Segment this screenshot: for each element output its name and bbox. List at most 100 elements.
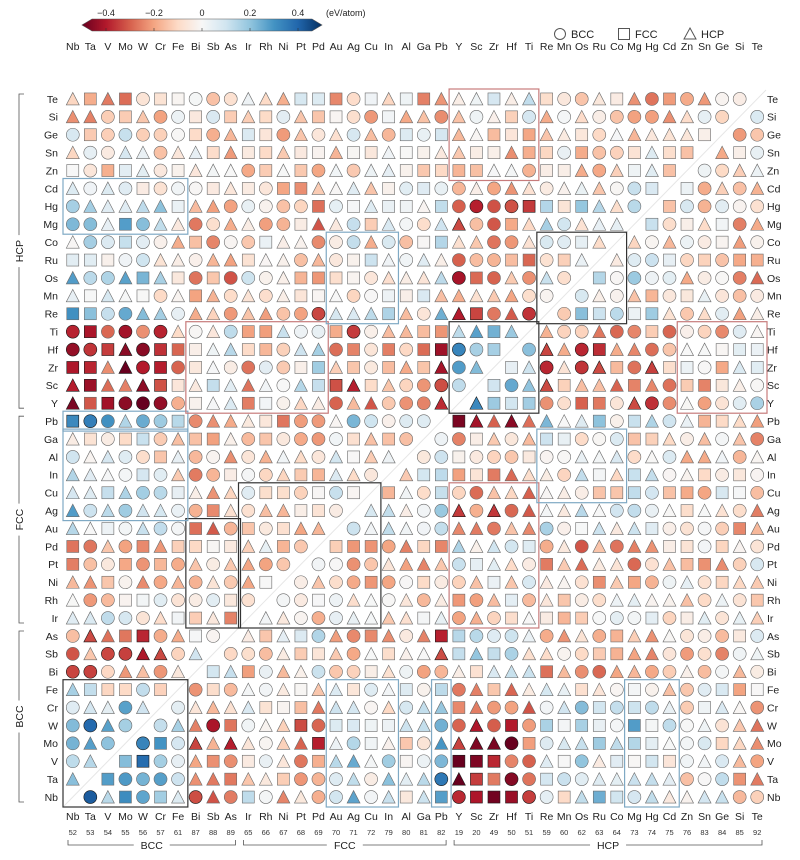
atomic-number-label: 52 [69,828,77,837]
cell-marker [381,575,396,590]
y-axis-right-label: Ti [767,326,775,338]
y-axis-right-label: Te [767,94,778,106]
cell-marker [399,342,414,357]
cell-marker [65,771,80,786]
cell-marker [750,593,764,607]
cell-marker [416,450,431,464]
cell-marker [557,719,571,732]
cell-marker [241,647,256,661]
cell-marker [65,629,80,643]
cell-marker [294,504,308,517]
cell-marker [153,181,168,196]
cell-marker [557,503,572,517]
cell-marker [118,485,133,500]
highlight-block [536,428,628,504]
cell-marker [153,163,168,178]
cell-marker [715,754,729,769]
cell-marker [575,719,589,732]
cell-marker [171,772,185,786]
cell-marker [259,521,273,536]
cell-marker [153,718,168,733]
cell-marker [311,252,326,267]
cell-marker [276,270,291,285]
x-axis-top-label: Y [455,41,462,53]
cell-marker [645,754,659,768]
x-axis-top-label: Ti [525,41,533,53]
cell-marker [223,289,238,303]
x-axis-bottom-label: Ru [593,811,607,823]
cell-marker [118,288,133,303]
cell-marker [188,771,203,786]
cell-marker [381,539,396,554]
cell-marker [715,737,729,750]
cell-marker [452,557,466,572]
cell-marker [715,486,729,500]
atomic-number-label: 61 [174,828,182,837]
x-axis-top-label: Ru [593,41,607,53]
cell-marker [399,92,413,106]
cell-marker [663,200,676,213]
cell-marker [153,646,168,661]
x-axis-bottom-label: In [384,811,393,823]
highlight-block [623,679,680,808]
cell-marker [610,289,624,303]
cell-marker [153,145,168,160]
y-axis-left-label: Al [49,452,58,464]
x-axis-bottom-label: Pb [435,811,448,823]
cell-marker [574,163,589,177]
x-axis-top-label: W [138,41,148,53]
cell-marker [223,754,238,769]
cell-marker [680,235,694,249]
cell-marker [276,664,291,679]
cell-marker [452,718,466,733]
cell-marker [83,736,98,750]
cell-marker [399,539,414,553]
cell-marker [364,289,378,303]
cell-marker [697,342,712,356]
cell-marker [469,253,484,267]
cell-marker [135,503,150,517]
y-axis-left-label: Ge [44,130,58,142]
cell-marker [399,771,414,786]
cell-marker [276,217,291,232]
cell-marker [557,145,571,160]
cell-marker [188,450,203,464]
cell-marker [188,557,203,571]
cell-marker [539,629,554,643]
cell-marker [364,540,378,553]
x-axis-bottom-label: Ta [85,811,96,823]
cell-marker [574,539,589,554]
cell-marker [171,288,186,303]
cell-marker [662,718,677,733]
cell-marker [364,199,379,213]
atomic-number-label: 51 [525,828,533,837]
cell-marker [680,253,694,267]
cell-marker [435,486,448,500]
cell-marker [65,700,80,715]
cell-marker [311,450,326,464]
cell-marker [136,289,150,303]
cell-marker [557,235,571,249]
cell-marker [470,558,483,571]
cell-marker [153,235,168,249]
cell-marker [522,396,536,410]
cell-marker [171,557,185,572]
cell-marker [574,92,589,106]
cell-marker [539,217,554,231]
cell-marker [487,683,501,696]
cell-marker [592,719,606,732]
cell-marker [697,664,712,679]
y-axis-right-label: Zr [767,362,777,374]
cell-marker [416,682,431,697]
cell-marker [452,701,466,714]
cell-marker [522,737,536,750]
cell-marker [259,432,273,446]
cell-marker [100,700,115,714]
cell-marker [504,270,519,285]
cell-marker [505,593,518,607]
x-axis-top-label: Ir [245,41,252,53]
cell-marker [100,199,115,213]
cell-marker [136,324,150,339]
cell-marker [346,110,361,124]
cell-marker [171,271,185,285]
